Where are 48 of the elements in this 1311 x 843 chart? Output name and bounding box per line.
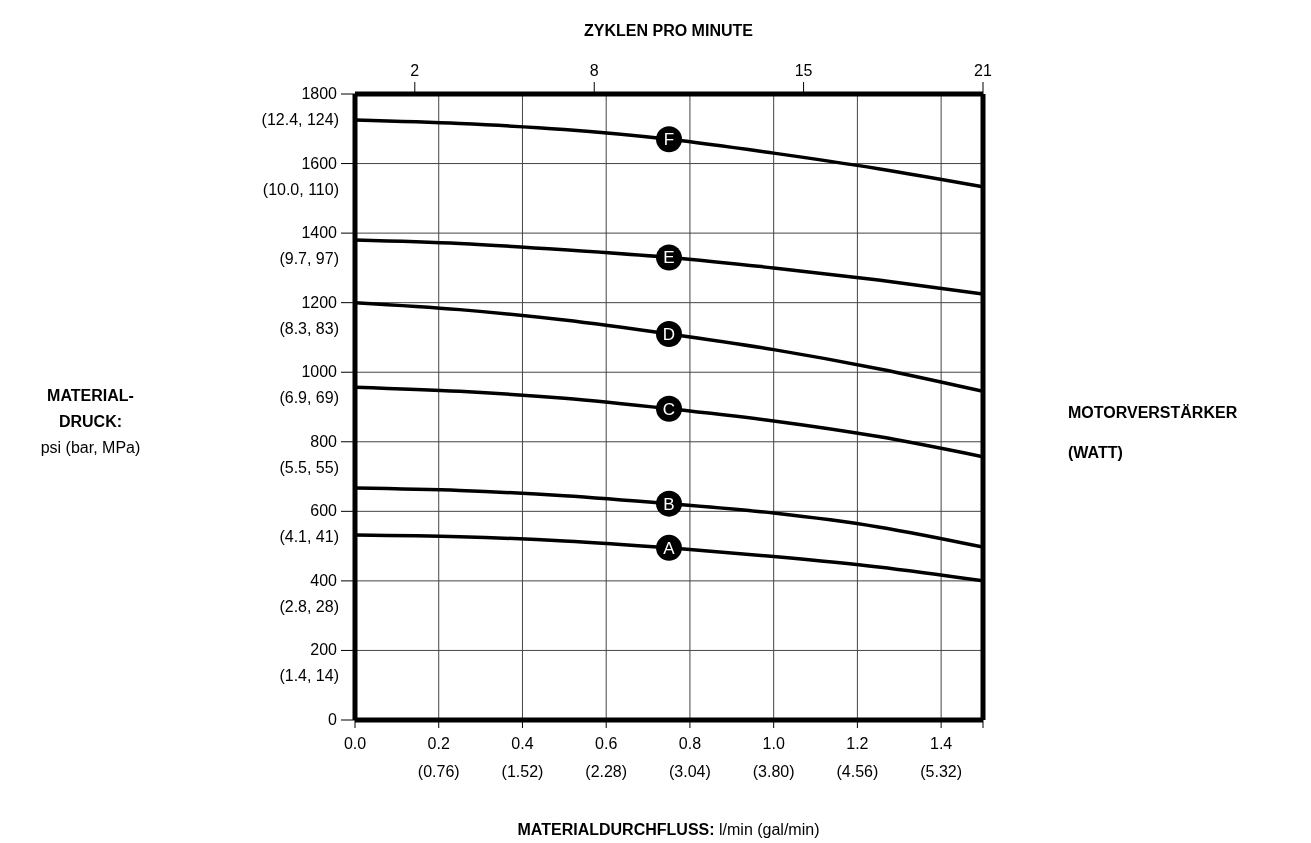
text: (5.32)	[920, 763, 963, 780]
text: (4.56)	[836, 763, 879, 780]
y-tick-label: 1600	[301, 154, 338, 172]
text: MOTORVERSTÄRKER (WATT)	[1068, 404, 1238, 461]
x-tick-label: 0.6	[595, 735, 618, 752]
text: (0.76)	[417, 763, 460, 780]
x2-tick-label: 2	[410, 62, 420, 79]
text: (4.1, 41)	[279, 528, 339, 546]
x2-axis-title: ZYKLEN PRO MINUTE	[583, 22, 754, 40]
text: (5.5, 55)	[279, 458, 339, 476]
y-tick-label: 1000	[301, 363, 338, 381]
y-tick-label: 200	[310, 641, 338, 659]
text: (2.8, 28)	[279, 597, 339, 615]
text: MATERIAL-DRUCK: psi (bar, MPa)	[39, 387, 142, 458]
text: (6.9, 69)	[279, 389, 339, 407]
text: (3.04)	[669, 763, 711, 780]
y-tick-label: 800	[310, 432, 338, 450]
x2-tick-label: 21	[974, 62, 992, 79]
text: (1.4, 14)	[279, 667, 339, 685]
y-tick-label: 600	[310, 502, 338, 520]
x-tick-label: 0.8	[678, 735, 702, 752]
series-label: F	[663, 130, 675, 150]
text: (3.80)	[752, 763, 795, 780]
y-tick-label: 1400	[301, 224, 338, 242]
x-tick-label: 0.4	[511, 735, 534, 752]
y-tick-label: 400	[310, 571, 338, 589]
x-tick-label: 0.0	[343, 735, 367, 752]
series-label: B	[663, 494, 675, 514]
x2-tick-label: 15	[794, 62, 813, 79]
y-tick-label: 1800	[301, 85, 338, 102]
text: (1.52)	[501, 763, 544, 780]
x-tick-label: 1.2	[846, 735, 869, 752]
text: (2.28)	[585, 763, 628, 780]
y-tick-label: 1200	[301, 293, 338, 311]
series-label: E	[663, 248, 675, 268]
text: (8.3, 83)	[279, 319, 339, 337]
text: (12.4, 124)	[261, 111, 339, 128]
x-tick-label: 0.2	[427, 735, 450, 752]
series-label: A	[663, 538, 676, 558]
x-axis-title: MATERIALDURCHFLUSS: l/min (gal/min)	[516, 821, 821, 839]
series-label: C	[662, 399, 676, 419]
x-tick-label: 1.0	[762, 735, 785, 752]
x-tick-label: 1.4	[930, 735, 953, 752]
x2-tick-label: 8	[589, 62, 599, 79]
series-label: D	[662, 324, 676, 344]
text: (10.0, 110)	[262, 180, 339, 198]
y-tick-label: 0	[328, 711, 338, 728]
text: (9.7, 97)	[279, 250, 339, 268]
